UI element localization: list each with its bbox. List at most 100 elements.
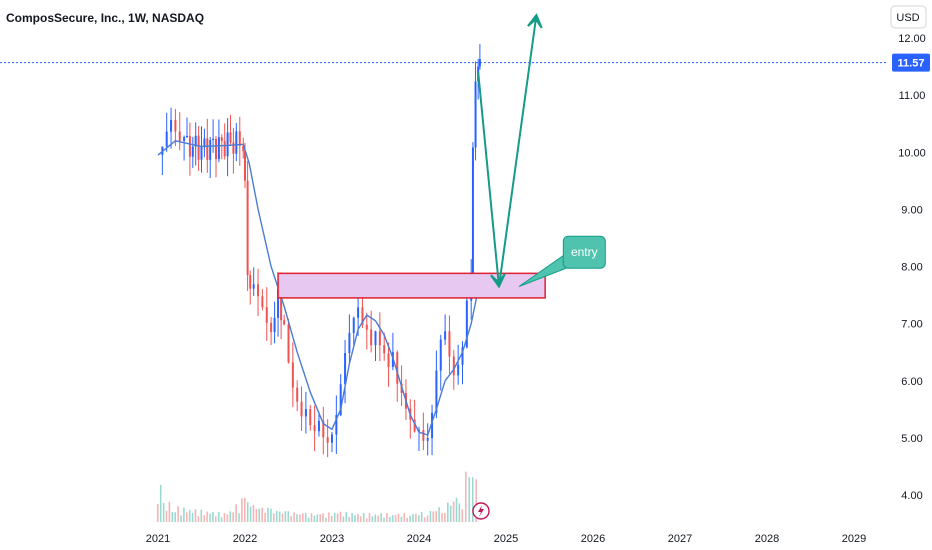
volume-bar — [212, 512, 214, 522]
volume-bars — [157, 471, 478, 522]
volume-bar — [249, 506, 252, 522]
volume-bar — [258, 508, 261, 522]
volume-bar — [157, 504, 159, 522]
volume-bar — [389, 517, 391, 522]
volume-bar — [226, 514, 229, 522]
price-bar-body — [322, 420, 325, 438]
volume-bar — [261, 507, 263, 522]
volume-bar — [180, 515, 182, 522]
volume-bar — [284, 511, 287, 522]
volume-bar — [435, 511, 437, 522]
price-bar-body — [309, 409, 312, 426]
volume-bar — [264, 512, 266, 522]
lightning-bolt-shape — [478, 505, 484, 517]
y-tick-label: 10.00 — [898, 147, 926, 159]
volume-bar — [409, 515, 411, 522]
volume-bar — [200, 509, 203, 522]
x-tick-label: 2027 — [668, 533, 692, 545]
y-tick-label: 7.00 — [901, 319, 922, 331]
price-bar-body — [170, 119, 173, 132]
volume-bar — [229, 511, 232, 522]
price-bar-body — [287, 324, 290, 363]
price-series — [161, 44, 481, 458]
price-bar-body — [339, 384, 342, 416]
price-bar-body — [365, 324, 368, 330]
currency-badge[interactable]: USD — [890, 5, 927, 29]
volume-bar — [235, 504, 237, 522]
volume-bar — [223, 513, 226, 522]
volume-bar — [357, 513, 359, 522]
entry-zone[interactable] — [277, 272, 546, 299]
volume-bar — [183, 507, 185, 522]
currency-box — [890, 5, 927, 29]
volume-bar — [444, 512, 446, 522]
volume-bar — [191, 512, 194, 522]
x-tick-label: 2021 — [146, 533, 170, 545]
price-bar-body — [217, 137, 220, 160]
price-bar-body — [317, 420, 320, 432]
volume-bar — [461, 509, 464, 522]
volume-bar — [307, 517, 310, 522]
volume-bar — [426, 515, 429, 522]
price-bar-body — [370, 329, 373, 346]
price-bar-body — [178, 131, 181, 141]
x-tick-label: 2029 — [842, 533, 866, 545]
entry-callout[interactable]: entry — [518, 235, 606, 287]
volume-bar — [290, 516, 292, 522]
price-bar-body — [223, 141, 226, 157]
volume-bar — [345, 511, 348, 522]
volume-bar — [354, 515, 356, 522]
volume-bar — [159, 484, 162, 522]
price-bar-body — [197, 135, 200, 160]
price-bar-body — [188, 135, 191, 157]
price-bar-body — [348, 332, 351, 354]
volume-bar — [304, 513, 307, 522]
y-tick-label: 8.00 — [901, 262, 922, 274]
volume-bar — [447, 502, 449, 522]
price-bar-body — [280, 288, 283, 321]
price-bar-body — [461, 347, 464, 365]
price-bar-body — [471, 147, 474, 276]
volume-bar — [310, 513, 313, 522]
volume-bar — [386, 513, 388, 522]
volume-bar — [429, 511, 432, 522]
volume-bar — [328, 512, 330, 522]
lightning-icon[interactable] — [472, 502, 490, 520]
price-bar-body — [374, 331, 377, 346]
price-bar-body — [296, 387, 299, 402]
price-bar-body — [183, 137, 186, 141]
price-bar-body — [344, 353, 347, 385]
volume-bar — [209, 513, 211, 522]
price-bar-body — [361, 307, 364, 325]
volume-bar — [241, 498, 243, 522]
volume-bar — [206, 511, 208, 522]
volume-bar — [267, 507, 269, 522]
price-bar-body — [313, 425, 316, 432]
volume-bar — [365, 518, 368, 522]
volume-bar — [441, 512, 443, 522]
volume-bar — [380, 513, 382, 522]
price-bar-body — [444, 331, 447, 340]
volume-bar — [255, 509, 258, 522]
last-price-value: 11.57 — [898, 58, 925, 70]
volume-bar — [397, 513, 400, 522]
volume-bar — [333, 512, 336, 522]
price-bar-body — [206, 138, 209, 160]
currency-label: USD — [896, 12, 919, 24]
volume-bar — [351, 512, 353, 522]
volume-bar — [203, 515, 205, 522]
volume-bar — [449, 505, 452, 522]
price-bar-body — [387, 353, 390, 367]
y-axis[interactable]: 4.00 5.00 6.00 7.00 8.00 9.00 10.00 11.00 12.00 — [898, 33, 926, 502]
annotation-drawings[interactable]: entry — [277, 13, 606, 299]
price-bar-body — [200, 145, 203, 160]
price-bar-body — [396, 352, 399, 384]
x-axis[interactable]: 2021 2022 2023 2024 2025 2026 2027 2028 2029 — [146, 533, 866, 545]
price-bar-body — [249, 274, 252, 289]
volume-bar — [362, 513, 365, 522]
volume-bar — [360, 516, 362, 522]
volume-bar — [322, 513, 324, 522]
volume-bar — [197, 516, 200, 522]
price-bar-body — [265, 307, 268, 323]
